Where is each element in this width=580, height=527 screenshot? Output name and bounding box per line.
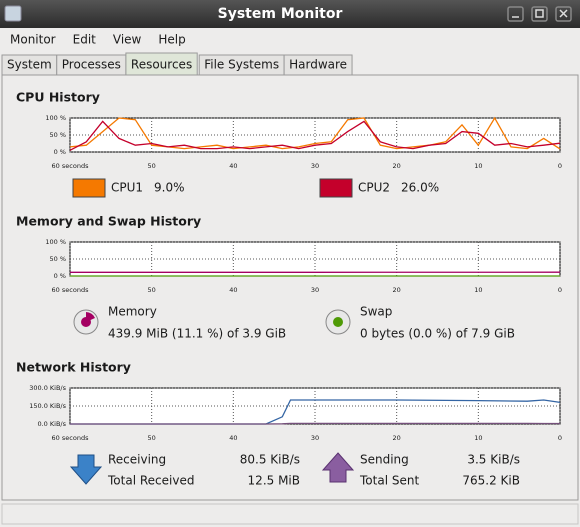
legend-total: 765.2 KiB [462,474,520,488]
y-tick-label: 300.0 KiB/s [29,384,66,392]
close-glyph [559,9,568,18]
legend-swatch [72,178,106,198]
menu-item[interactable]: Help [158,33,185,47]
tab-label: File Systems [204,58,279,72]
maximize-glyph [535,9,544,18]
maximize-button[interactable] [531,6,548,22]
menu-item[interactable]: View [113,33,142,47]
legend-total-label: Total Sent [359,474,419,488]
y-tick-label: 150.0 KiB/s [29,402,66,410]
series-line [70,399,561,425]
x-tick-label: 0 [558,286,562,294]
legend-rate: 80.5 KiB/s [240,453,300,467]
x-tick-label: 50 [148,434,156,442]
y-tick-label: 0 % [54,272,66,280]
x-tick-label: 0 [558,434,562,442]
x-tick-label: 0 [558,162,562,170]
section-heading: Network History [16,360,131,375]
y-tick-label: 0.0 KiB/s [37,420,66,428]
x-tick-label: 60 seconds [52,286,90,294]
x-tick-label: 10 [474,162,482,170]
status-bar [1,503,579,525]
x-tick-label: 50 [148,286,156,294]
x-tick-label: 60 seconds [52,162,90,170]
plot-area [69,117,561,153]
tab-label: System [7,58,52,72]
menu-item[interactable]: Edit [73,33,97,47]
legend-total-label: Total Received [107,474,194,488]
legend-name: Receiving [108,453,166,467]
x-tick-label: 30 [311,286,319,294]
legend-name: Memory [108,305,157,319]
app-icon [4,5,22,22]
legend-detail: 0 bytes (0.0 %) of 7.9 GiB [360,327,515,341]
legend-swatch [319,178,353,198]
y-tick-label: 100 % [45,238,66,246]
legend-detail: 439.9 MiB (11.1 %) of 3.9 GiB [108,327,286,341]
x-tick-label: 10 [474,434,482,442]
legend-rate: 3.5 KiB/s [467,453,520,467]
legend-total: 12.5 MiB [248,474,300,488]
tab[interactable]: File Systems [198,54,285,76]
legend-value: 26.0% [401,181,439,195]
x-tick-label: 30 [311,162,319,170]
tab-label: Hardware [289,58,347,72]
legend-value: 9.0% [154,181,185,195]
x-tick-label: 60 seconds [52,434,90,442]
y-tick-label: 50 % [49,131,66,139]
tab[interactable]: Hardware [283,54,353,76]
minimize-button[interactable] [507,6,524,22]
x-tick-label: 30 [311,434,319,442]
x-tick-label: 50 [148,162,156,170]
tab-label: Resources [131,58,192,72]
tab[interactable]: System [1,54,58,76]
series-line [70,422,560,425]
series-line [69,120,561,151]
x-tick-label: 20 [393,286,401,294]
legend-name: CPU1 [111,181,143,195]
tab-label: Processes [62,58,121,72]
close-button[interactable] [555,6,572,22]
legend-name: Swap [360,305,392,319]
sending-icon [321,452,355,483]
tab[interactable]: Processes [56,54,127,76]
x-tick-label: 40 [229,162,237,170]
x-tick-label: 20 [393,162,401,170]
legend-name: CPU2 [358,181,390,195]
y-tick-label: 0 % [54,148,66,156]
menu-item[interactable]: Monitor [10,33,56,47]
section-heading: Memory and Swap History [16,214,201,229]
swap-icon-core [333,317,343,327]
x-tick-label: 20 [393,434,401,442]
x-tick-label: 40 [229,286,237,294]
window-title: System Monitor [218,6,343,22]
section-heading: CPU History [16,90,100,105]
menu-bar [0,28,580,50]
title-bar [0,0,580,28]
tab[interactable]: Resources [125,52,198,77]
x-tick-label: 10 [474,286,482,294]
plot-area [69,241,561,277]
y-tick-label: 100 % [45,114,66,122]
y-tick-label: 50 % [49,255,66,263]
legend-name: Sending [360,453,409,467]
series-line [69,116,561,150]
memory-icon-core [81,317,91,327]
x-tick-label: 40 [229,434,237,442]
receiving-icon [69,454,103,485]
